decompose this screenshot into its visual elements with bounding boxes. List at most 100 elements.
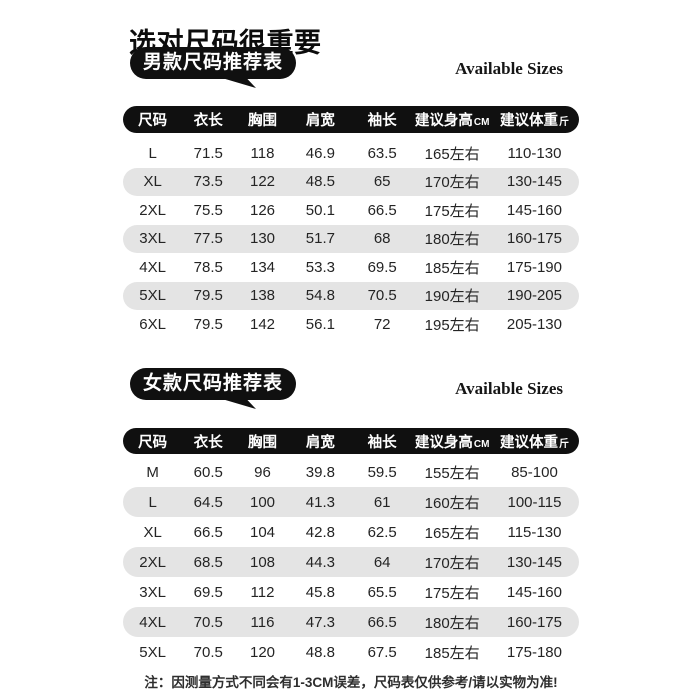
table-cell: 69.5 [367,258,397,276]
table-cell: 160左右 [424,494,480,512]
table-cell: 54.8 [305,287,335,305]
table-row: 4XL 78.5 134 53.3 69.5 185左右 175-190 [123,253,579,282]
table-cell: 67.5 [367,643,397,661]
table-cell: 145-160 [506,583,562,601]
table-cell: 170左右 [424,554,480,572]
table-cell: 5XL [139,287,166,305]
mens-table-badge: 男款尺码推荐表 [130,47,297,88]
table-cell: 47.3 [305,613,335,631]
table-row: 3XL 77.5 130 51.7 68 180左右 160-175 [123,224,579,253]
table-cell: 130-145 [506,173,562,191]
table-cell: 63.5 [367,144,397,162]
measurement-note: 注：因测量方式不同会有1-3CM误差，尺码表仅供参考/请以实物为准! [144,675,558,690]
table-cell: 120 [249,643,276,661]
table-cell: 122 [249,173,276,191]
mens-available-sizes-label: Available Sizes [455,59,563,78]
table-cell: 160-175 [506,230,562,248]
table-row: XL 73.5 122 48.5 65 170左右 130-145 [123,167,579,196]
table-cell: 70.5 [193,643,223,661]
table-cell: 3XL [139,583,166,601]
table-cell: 185左右 [424,259,480,277]
column-header: 衣长 [193,113,223,129]
table-row: 4XL 70.5 116 47.3 66.5 180左右 160-175 [123,607,579,637]
table-cell: 115-130 [507,523,562,541]
table-cell: 50.1 [305,201,335,219]
table-cell: 65 [373,173,391,191]
column-header: 胸围 [248,113,277,129]
column-header: 胸围 [248,434,277,451]
table-cell: 78.5 [193,258,223,276]
table-cell: 155左右 [424,464,480,482]
table-cell: 110-130 [507,144,562,162]
table-cell: 59.5 [367,463,397,481]
table-cell: 145-160 [506,201,562,219]
mens-badge-label: 男款尺码推荐表 [143,52,284,73]
table-cell: 42.8 [305,523,335,541]
table-cell: 130 [249,230,276,248]
table-cell: 175左右 [424,584,480,602]
table-cell: 71.5 [193,144,223,162]
table-cell: 6XL [139,315,166,333]
table-cell: 175-180 [506,643,562,661]
womens-badge-label: 女款尺码推荐表 [143,373,284,394]
table-cell: 190-205 [506,287,562,305]
table-row: 3XL 69.5 112 45.8 65.5 175左右 145-160 [123,577,579,607]
table-cell: 134 [249,258,276,276]
table-cell: 4XL [139,258,166,276]
table-cell: 185左右 [424,644,480,662]
table-cell: 118 [250,144,275,162]
table-cell: 2XL [139,201,166,219]
table-cell: 73.5 [193,173,223,191]
table-cell: 44.3 [305,553,335,571]
table-cell: 79.5 [193,287,223,305]
table-cell: 72 [373,315,391,333]
table-cell: 66.5 [367,201,397,219]
table-cell: 51.7 [305,230,335,248]
table-cell: 180左右 [424,614,480,632]
column-header: 尺码 [138,434,168,451]
table-cell: 2XL [139,553,166,571]
table-cell: 39.8 [305,463,335,481]
table-cell: 41.3 [305,493,335,511]
table-row: M 60.5 96 39.8 59.5 155左右 85-100 [123,457,579,487]
table-cell: 79.5 [193,315,223,333]
table-cell: 142 [249,315,276,333]
table-cell: 175左右 [424,202,480,220]
table-cell: 56.1 [305,315,335,333]
speech-bubble-tail [222,78,256,88]
table-cell: 116 [250,613,275,631]
table-row: XL 66.5 104 42.8 62.5 165左右 115-130 [123,517,579,547]
womens-size-table: 尺码 衣长 胸围 肩宽 袖长 建议身高CM 建议体重斤 M 60.5 96 39.8 59.5 155左… [123,428,579,667]
table-cell: 170左右 [424,174,480,192]
table-cell: 75.5 [193,201,223,219]
table-cell: 48.5 [305,173,335,191]
table-cell: 205-130 [506,315,562,333]
table-cell: 165左右 [424,524,480,542]
table-cell: 64.5 [193,493,223,511]
table-row: L 71.5 118 46.9 63.5 165左右 110-130 [123,139,579,168]
table-cell: 61 [373,493,391,511]
table-cell: 68 [373,230,391,248]
table-cell: XL [143,523,162,541]
mens-size-table: 尺码 衣长 胸围 肩宽 袖长 建议身高CM 建议体重斤 L 71.5 118 46.9 63.5 165… [123,106,579,339]
table-cell: 66.5 [367,613,397,631]
table-row: 5XL 70.5 120 48.8 67.5 185左右 175-180 [123,637,579,667]
table-cell: 3XL [139,230,166,248]
womens-table-badge: 女款尺码推荐表 [130,368,297,409]
speech-bubble-tail [222,399,256,409]
column-header: 袖长 [367,434,397,451]
table-header-row: 尺码 衣长 胸围 肩宽 袖长 建议身高CM 建议体重斤 [123,428,579,454]
table-cell: 4XL [139,613,166,631]
table-cell: 85-100 [511,463,558,481]
table-cell: 138 [249,287,276,305]
table-cell: 190左右 [424,288,480,306]
table-cell: 126 [249,201,276,219]
table-cell: 77.5 [193,230,223,248]
table-cell: 65.5 [367,583,397,601]
table-cell: M [146,463,159,481]
table-row: 2XL 68.5 108 44.3 64 170左右 130-145 [123,547,579,577]
table-cell: L [148,144,157,162]
column-header: 肩宽 [305,113,335,129]
column-header: 建议身高CM [414,113,490,129]
